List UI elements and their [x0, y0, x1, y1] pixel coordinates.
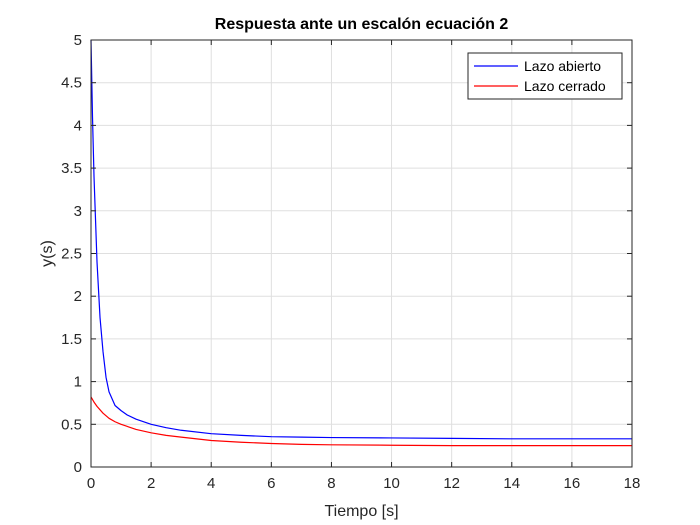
y-tick-label: 3.5 [61, 160, 82, 177]
x-tick-label: 0 [87, 475, 95, 492]
y-tick-label: 2.5 [61, 246, 82, 263]
y-tick-label: 3 [74, 203, 82, 220]
x-tick-label: 2 [147, 475, 155, 492]
ticks: 0 2 4 6 8 10 12 14 16 18 0 0.5 1 1.5 2 2.5 3 3.5 4 4.5 5 [61, 32, 640, 492]
y-tick-label: 2 [74, 288, 82, 305]
series-line-lazo-abierto [90, 39, 632, 440]
x-tick-label: 18 [624, 475, 641, 492]
y-tick-label: 4.5 [61, 75, 82, 92]
y-tick-label: 0.5 [61, 416, 82, 433]
chart-title: Respuesta ante un escalón ecuación 2 [215, 16, 509, 33]
series-layer [90, 39, 632, 447]
legend-label: Lazo abierto [524, 58, 601, 74]
y-tick-label: 5 [74, 32, 82, 49]
y-tick-label: 1 [74, 374, 82, 391]
legend-label: Lazo cerrado [524, 78, 606, 94]
x-tick-label: 8 [327, 475, 335, 492]
x-axis-label: Tiempo [s] [324, 503, 398, 520]
legend: Lazo abierto Lazo cerrado [467, 52, 623, 100]
x-tick-label: 4 [207, 475, 215, 492]
series-line-lazo-cerrado [90, 396, 632, 447]
x-tick-label: 12 [443, 475, 460, 492]
legend-box [467, 52, 623, 100]
x-tick-label: 16 [564, 475, 581, 492]
x-tick-label: 10 [383, 475, 400, 492]
grid [90, 39, 633, 468]
y-tick-label: 0 [74, 459, 82, 476]
y-tick-label: 1.5 [61, 331, 82, 348]
y-tick-label: 4 [74, 117, 82, 134]
x-tick-label: 14 [503, 475, 520, 492]
x-tick-label: 6 [267, 475, 275, 492]
y-axis-label: y(s) [39, 240, 56, 267]
